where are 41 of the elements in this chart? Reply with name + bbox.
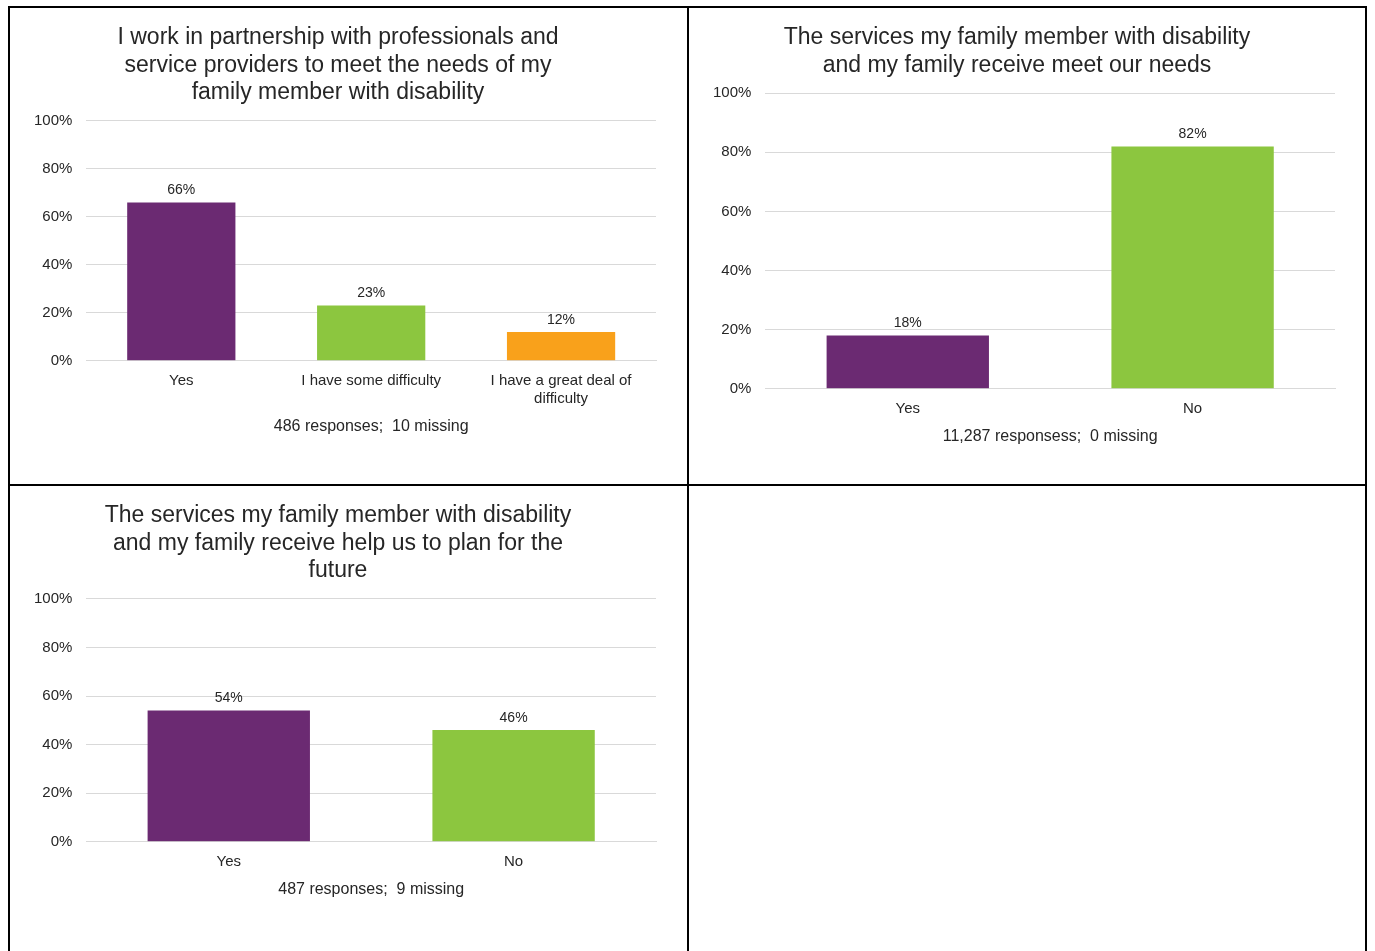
y-tick-label: 40%: [720, 260, 751, 278]
x-axis-title: 486 responses; 10 missing: [273, 416, 469, 434]
data-label: 82%: [1178, 125, 1207, 142]
data-label: 23%: [357, 284, 386, 301]
data-label: 12%: [547, 310, 576, 327]
y-tick-label: 20%: [720, 319, 751, 337]
y-tick-label: 60%: [720, 201, 751, 219]
y-tick-label: 0%: [50, 831, 73, 849]
bar: [317, 305, 426, 361]
x-tick-label: I have some difficulty: [301, 370, 442, 388]
chart-title: The services my family member with disability and my family receive meet our needs: [783, 23, 1251, 77]
bar: [127, 202, 236, 361]
data-label: 18%: [893, 314, 922, 331]
y-tick-label: 80%: [42, 158, 73, 176]
data-label: 46%: [499, 708, 528, 725]
y-tick-label: 40%: [42, 734, 73, 752]
x-tick-label: Yes: [895, 398, 920, 416]
y-tick-label: 80%: [720, 142, 751, 160]
y-tick-label: 80%: [42, 637, 73, 655]
x-tick-label: I have a great deal of difficulty: [490, 370, 633, 406]
y-tick-label: 100%: [33, 110, 73, 128]
y-tick-label: 20%: [42, 302, 73, 320]
y-tick-label: 20%: [42, 783, 73, 801]
y-tick-label: 0%: [729, 378, 751, 396]
y-tick-label: 60%: [42, 206, 73, 224]
y-tick-label: 100%: [712, 83, 751, 101]
bar: [506, 332, 616, 361]
y-tick-label: 60%: [42, 686, 73, 704]
data-label: 54%: [214, 689, 243, 706]
y-tick-label: 0%: [50, 350, 73, 368]
x-tick-label: Yes: [169, 370, 194, 388]
y-tick-label: 40%: [42, 254, 73, 272]
x-tick-label: Yes: [216, 851, 242, 869]
chart-title: The services my family member with disability and my family receive help us to plan for the future: [104, 501, 572, 583]
x-tick-label: No: [1182, 398, 1202, 416]
data-label: 66%: [167, 181, 196, 198]
x-axis-title: 487 responses; 9 missing: [278, 879, 465, 897]
chart-title: I work in partnership with professionals and service providers to meet the needs of my family member with disability: [117, 23, 559, 105]
y-tick-label: 100%: [33, 588, 73, 606]
x-tick-label: No: [504, 851, 524, 869]
x-axis-title: 11,287 responsess; 0 missing: [942, 426, 1158, 444]
